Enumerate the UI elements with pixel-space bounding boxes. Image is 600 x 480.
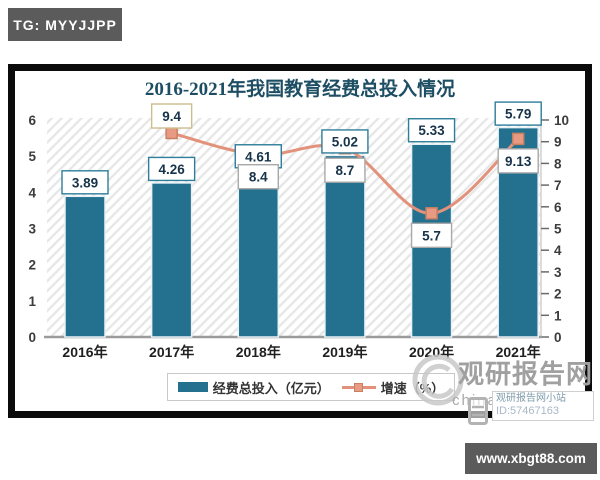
svg-text:8.4: 8.4 xyxy=(249,170,268,185)
svg-text:5.79: 5.79 xyxy=(505,107,531,122)
marker-2017年 xyxy=(165,126,178,140)
right-axis: 0 1 2 3 4 5 6 7 8 9 10 xyxy=(540,113,569,345)
watermark-main-text: 观研报告网 xyxy=(458,359,594,389)
bar-value-2021年: 5.79 xyxy=(494,101,542,126)
telegram-tag-badge: TG: MYYJJPP xyxy=(8,8,122,41)
svg-text:2018年: 2018年 xyxy=(236,344,281,360)
svg-text:6: 6 xyxy=(28,113,36,128)
bar-value-2019年: 5.02 xyxy=(321,129,369,154)
svg-text:1: 1 xyxy=(28,294,36,309)
svg-text:4.26: 4.26 xyxy=(158,162,185,177)
svg-text:9.4: 9.4 xyxy=(162,109,181,124)
svg-text:3: 3 xyxy=(28,222,36,237)
watermark-swirl-logo-icon xyxy=(412,354,464,406)
bar-value-2020年: 5.33 xyxy=(407,118,456,143)
line-value-2021年: 9.13 xyxy=(497,148,539,174)
watermark-id-box: 观研报告网小站 ID:57467163 xyxy=(492,391,594,421)
svg-text:6: 6 xyxy=(554,200,562,215)
svg-text:2017年: 2017年 xyxy=(149,344,194,360)
svg-text:8: 8 xyxy=(554,156,562,171)
svg-text:4: 4 xyxy=(28,185,36,200)
bar-value-2017年: 4.26 xyxy=(147,156,196,182)
svg-text:5.02: 5.02 xyxy=(332,134,358,149)
svg-text:0: 0 xyxy=(28,330,36,345)
svg-text:7: 7 xyxy=(554,178,562,193)
svg-text:9.13: 9.13 xyxy=(505,154,532,169)
watermark-door-icon xyxy=(468,397,488,425)
svg-text:4.61: 4.61 xyxy=(245,149,272,164)
svg-text:5: 5 xyxy=(28,149,36,164)
line-value-2020年: 5.7 xyxy=(410,222,453,249)
svg-text:2016年: 2016年 xyxy=(62,344,107,360)
line-value-2018年: 8.4 xyxy=(237,164,279,190)
line-value-2017年: 9.4 xyxy=(150,103,193,129)
svg-text:3: 3 xyxy=(554,265,562,280)
watermark-id-line1: 观研报告网小站 xyxy=(496,393,566,405)
svg-text:8.7: 8.7 xyxy=(336,163,355,178)
svg-text:10: 10 xyxy=(554,113,569,128)
svg-text:2: 2 xyxy=(554,287,562,302)
bar-2017年 xyxy=(150,182,193,338)
bar-swatch-icon xyxy=(177,382,208,392)
svg-text:5.33: 5.33 xyxy=(418,123,445,138)
bar-value-2018年: 4.61 xyxy=(234,144,282,169)
marker-2021年 xyxy=(511,132,525,146)
bar-2018年 xyxy=(237,169,280,338)
svg-text:4: 4 xyxy=(554,243,562,258)
bar-2016年 xyxy=(64,195,106,338)
plot-area xyxy=(47,118,540,337)
svg-text:5.7: 5.7 xyxy=(422,228,441,243)
svg-text:0: 0 xyxy=(554,330,562,345)
website-url-badge: www.xbgt88.com xyxy=(465,443,597,474)
watermark-id-line2: ID:57467163 xyxy=(496,405,559,418)
svg-text:9: 9 xyxy=(554,135,562,150)
svg-text:2019年: 2019年 xyxy=(322,344,367,360)
left-axis: 0 1 2 3 4 5 6 xyxy=(28,113,36,345)
chart-title: 2016-2021年我国教育经费总投入情况 xyxy=(144,79,456,100)
svg-text:3.89: 3.89 xyxy=(72,175,98,190)
bar-2019年 xyxy=(324,154,366,338)
combo-chart: 0 1 2 3 4 5 6 7 8 9 10 0 1 2 3 4 5 6 2016年 2017年 2018年 2019年 2… xyxy=(28,101,569,360)
svg-text:1: 1 xyxy=(554,308,562,323)
bar-value-2016年: 3.89 xyxy=(61,170,109,195)
line-marker-swatch-icon xyxy=(341,382,376,392)
svg-text:2: 2 xyxy=(28,258,36,273)
svg-text:2021年: 2021年 xyxy=(496,344,541,360)
marker-2020年 xyxy=(425,207,438,220)
legend-bar-label: 经费总投入（亿元） xyxy=(212,380,330,396)
line-value-2019年: 8.7 xyxy=(324,157,366,183)
x-axis-labels: 2016年 2017年 2018年 2019年 2020年 2021年 xyxy=(62,344,540,360)
legend-item-bar: 经费总投入（亿元） xyxy=(177,378,330,397)
svg-text:5: 5 xyxy=(554,222,562,237)
